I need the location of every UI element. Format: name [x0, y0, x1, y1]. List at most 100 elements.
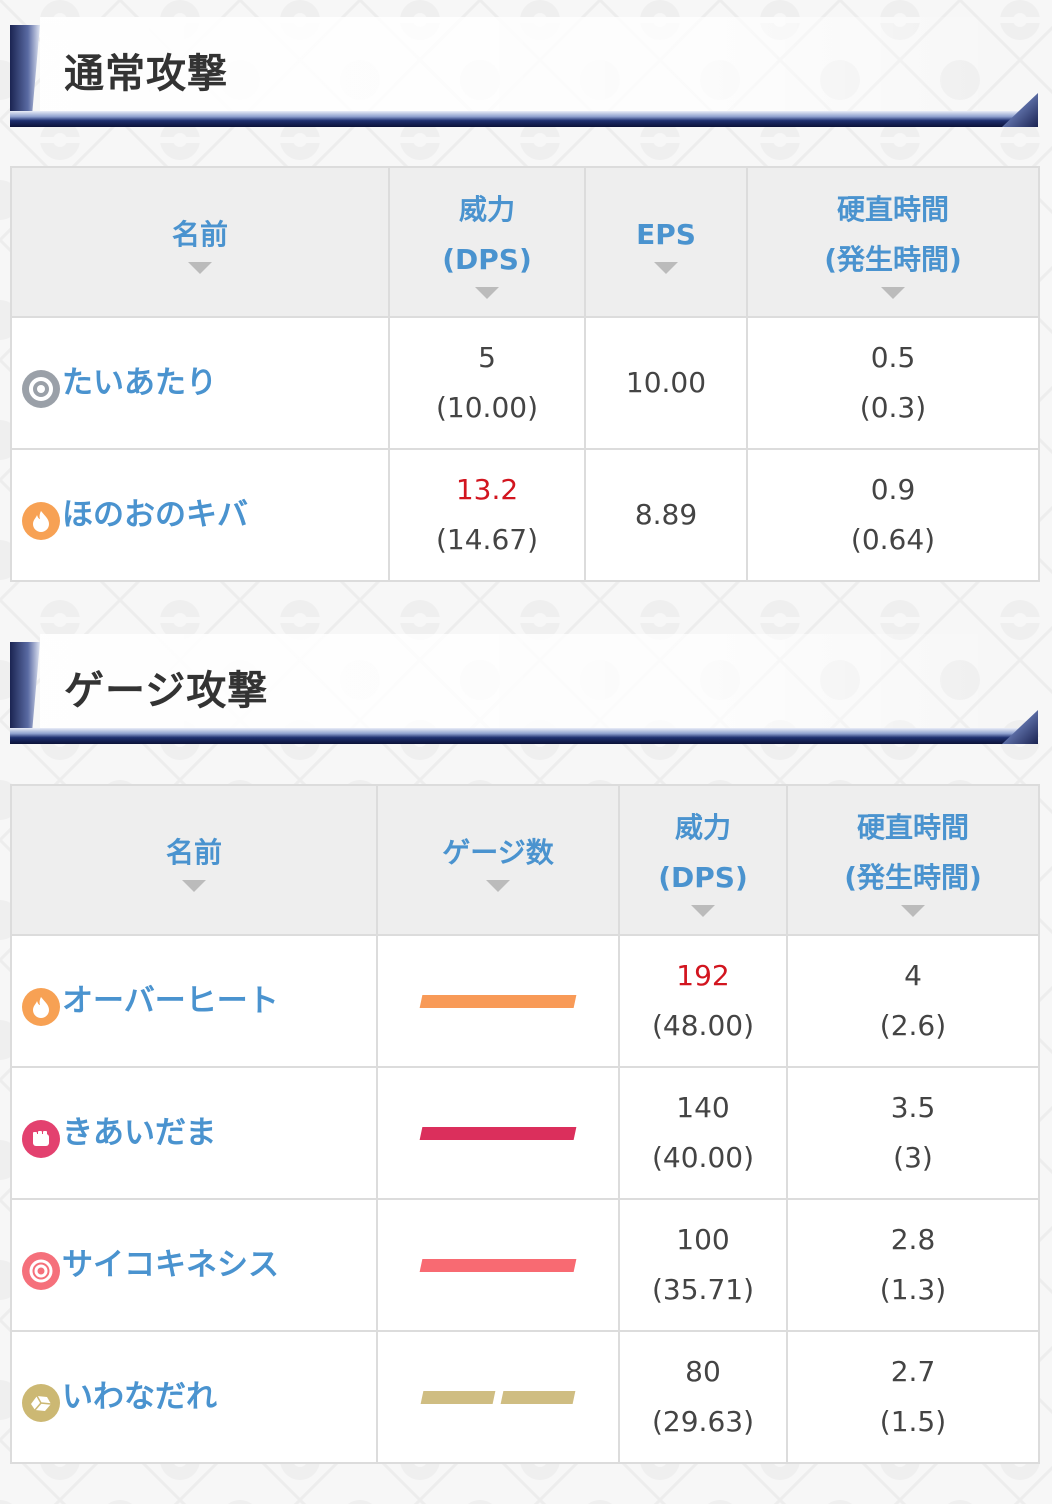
- dps-value: (29.63): [651, 1405, 754, 1438]
- cooldown-value: 2.8: [890, 1223, 936, 1256]
- sort-caret-icon: [475, 287, 499, 299]
- column-header-power[interactable]: 威力 (DPS): [618, 784, 788, 936]
- power-cell: 100 (35.71): [618, 1198, 788, 1332]
- eps-cell: 10.00: [584, 316, 748, 450]
- table-row: サイコキネシス 100 (35.71) 2.8 (1.3): [10, 1198, 1040, 1332]
- move-name-cell: たいあたり: [10, 316, 390, 450]
- energy-gauge: [378, 1126, 618, 1140]
- cooldown-value: 4: [904, 959, 922, 992]
- move-name-link[interactable]: サイコキネシス: [62, 1247, 279, 1283]
- cooldown-value: 3.5: [890, 1091, 936, 1124]
- power-cell: 5 (10.00): [388, 316, 586, 450]
- charged-attacks-table: 名前 ゲージ数 威力 (DPS) 硬直時間 (発生時間): [10, 784, 1040, 1464]
- sort-caret-icon: [182, 880, 206, 892]
- dps-value: (35.71): [651, 1273, 754, 1306]
- power-value: 192: [676, 959, 730, 992]
- fighting-type-icon: [22, 1120, 60, 1158]
- gauge-cell: [376, 1066, 620, 1200]
- psychic-type-icon: [22, 1252, 60, 1290]
- section-header-normal-attacks: 通常攻撃: [10, 17, 1038, 127]
- cooldown-value: 0.9: [870, 473, 916, 506]
- column-header-sublabel: (DPS): [658, 861, 748, 894]
- column-header-label: 威力: [674, 811, 731, 844]
- startup-value: (0.64): [850, 523, 936, 556]
- gauge-segment: [420, 1390, 496, 1404]
- startup-value: (0.3): [859, 391, 927, 424]
- startup-value: (1.5): [879, 1405, 947, 1438]
- column-header-eps[interactable]: EPS: [584, 166, 748, 318]
- rock-type-icon: [22, 1384, 60, 1422]
- power-value: 140: [676, 1091, 730, 1124]
- move-name-link[interactable]: いわなだれ: [62, 1379, 217, 1415]
- sort-caret-icon: [654, 262, 678, 274]
- startup-value: (3): [893, 1141, 933, 1174]
- gauge-segment: [419, 1258, 577, 1272]
- gauge-segment: [419, 1126, 577, 1140]
- column-header-name[interactable]: 名前: [10, 784, 378, 936]
- cooldown-cell: 0.5 (0.3): [746, 316, 1040, 450]
- sort-caret-icon: [901, 905, 925, 917]
- move-name-link[interactable]: たいあたり: [62, 365, 217, 401]
- column-header-label: 名前: [171, 218, 228, 251]
- cooldown-cell: 3.5 (3): [786, 1066, 1040, 1200]
- table-row: たいあたり 5 (10.00) 10.00 0.5 (0.3): [10, 316, 1040, 450]
- normal-type-icon: [22, 370, 60, 408]
- energy-gauge: [378, 1258, 618, 1272]
- move-name-cell: いわなだれ: [10, 1330, 378, 1464]
- eps-value: 10.00: [625, 366, 707, 399]
- column-header-label: 硬直時間: [856, 811, 969, 844]
- cooldown-value: 2.7: [890, 1355, 936, 1388]
- startup-value: (1.3): [879, 1273, 947, 1306]
- column-header-label: 硬直時間: [836, 193, 949, 226]
- column-header-cooldown[interactable]: 硬直時間 (発生時間): [746, 166, 1040, 318]
- sort-caret-icon: [188, 262, 212, 274]
- power-cell: 192 (48.00): [618, 934, 788, 1068]
- header-underline-bar: [10, 111, 1038, 127]
- power-value: 80: [685, 1355, 721, 1388]
- section-header-charged-attacks: ゲージ攻撃: [10, 634, 1038, 744]
- energy-gauge: [378, 1390, 618, 1404]
- cooldown-cell: 4 (2.6): [786, 934, 1040, 1068]
- cooldown-cell: 2.7 (1.5): [786, 1330, 1040, 1464]
- fire-type-icon: [22, 988, 60, 1026]
- gauge-cell: [376, 1330, 620, 1464]
- gauge-cell: [376, 1198, 620, 1332]
- startup-value: (2.6): [879, 1009, 947, 1042]
- column-header-sublabel: (DPS): [442, 243, 532, 276]
- sort-caret-icon: [486, 880, 510, 892]
- move-name-link[interactable]: オーバーヒート: [62, 983, 279, 1019]
- gauge-cell: [376, 934, 620, 1068]
- fire-type-icon: [22, 502, 60, 540]
- section-title: ゲージ攻撃: [64, 668, 269, 714]
- column-header-label: EPS: [636, 218, 696, 251]
- dps-value: (40.00): [651, 1141, 754, 1174]
- column-header-cooldown[interactable]: 硬直時間 (発生時間): [786, 784, 1040, 936]
- table-row: オーバーヒート 192 (48.00) 4 (2.6): [10, 934, 1040, 1068]
- column-header-label: 威力: [458, 193, 515, 226]
- column-header-gauge[interactable]: ゲージ数: [376, 784, 620, 936]
- eps-value: 8.89: [634, 498, 698, 531]
- power-value: 100: [676, 1223, 730, 1256]
- power-cell: 140 (40.00): [618, 1066, 788, 1200]
- column-header-label: ゲージ数: [442, 836, 554, 869]
- power-cell: 13.2 (14.67): [388, 448, 586, 582]
- sort-caret-icon: [881, 287, 905, 299]
- column-header-sublabel: (発生時間): [844, 861, 982, 894]
- column-header-name[interactable]: 名前: [10, 166, 390, 318]
- column-header-power[interactable]: 威力 (DPS): [388, 166, 586, 318]
- dps-value: (10.00): [435, 391, 538, 424]
- power-value: 5: [478, 341, 496, 374]
- header-right-ornament: [1002, 93, 1038, 127]
- move-name-cell: オーバーヒート: [10, 934, 378, 1068]
- move-name-link[interactable]: ほのおのキバ: [62, 497, 248, 533]
- move-name-link[interactable]: きあいだま: [62, 1115, 217, 1151]
- column-header-sublabel: (発生時間): [824, 243, 962, 276]
- power-cell: 80 (29.63): [618, 1330, 788, 1464]
- section-title: 通常攻撃: [64, 51, 228, 97]
- cooldown-cell: 2.8 (1.3): [786, 1198, 1040, 1332]
- table-row: ほのおのキバ 13.2 (14.67) 8.89 0.9 (0.64): [10, 448, 1040, 582]
- dps-value: (48.00): [651, 1009, 754, 1042]
- dps-value: (14.67): [435, 523, 538, 556]
- energy-gauge: [378, 994, 618, 1008]
- sort-caret-icon: [691, 905, 715, 917]
